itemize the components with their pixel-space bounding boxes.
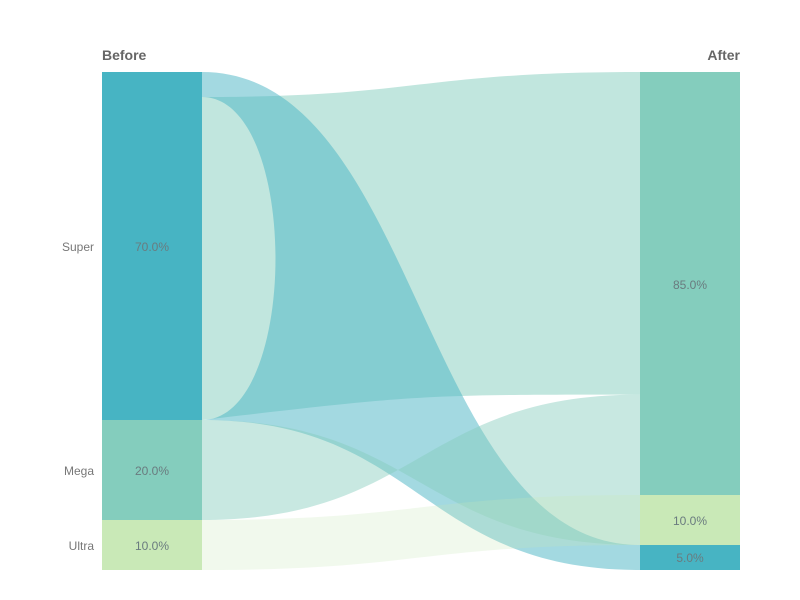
header-before: Before	[102, 47, 147, 63]
node-before-super[interactable]	[102, 72, 202, 420]
flow-mega-to-mega[interactable]	[202, 394, 640, 545]
flow-ultra-to-ultra[interactable]	[202, 495, 640, 570]
label-super: Super	[62, 240, 94, 254]
node-after-ultra[interactable]	[640, 495, 740, 545]
value-before-ultra: 10.0%	[135, 539, 169, 553]
node-before-mega[interactable]	[102, 420, 202, 520]
value-after-ultra: 10.0%	[673, 514, 707, 528]
value-after-mega: 85.0%	[673, 278, 707, 292]
header-after: After	[707, 47, 740, 63]
value-before-super: 70.0%	[135, 240, 169, 254]
flow-super-to-super[interactable]	[202, 72, 640, 570]
node-after-super[interactable]	[640, 545, 740, 570]
label-ultra: Ultra	[69, 539, 95, 553]
node-before-ultra[interactable]	[102, 520, 202, 570]
value-after-super: 5.0%	[676, 551, 704, 565]
node-after-mega[interactable]	[640, 72, 740, 495]
label-mega: Mega	[64, 464, 94, 478]
value-before-mega: 20.0%	[135, 464, 169, 478]
